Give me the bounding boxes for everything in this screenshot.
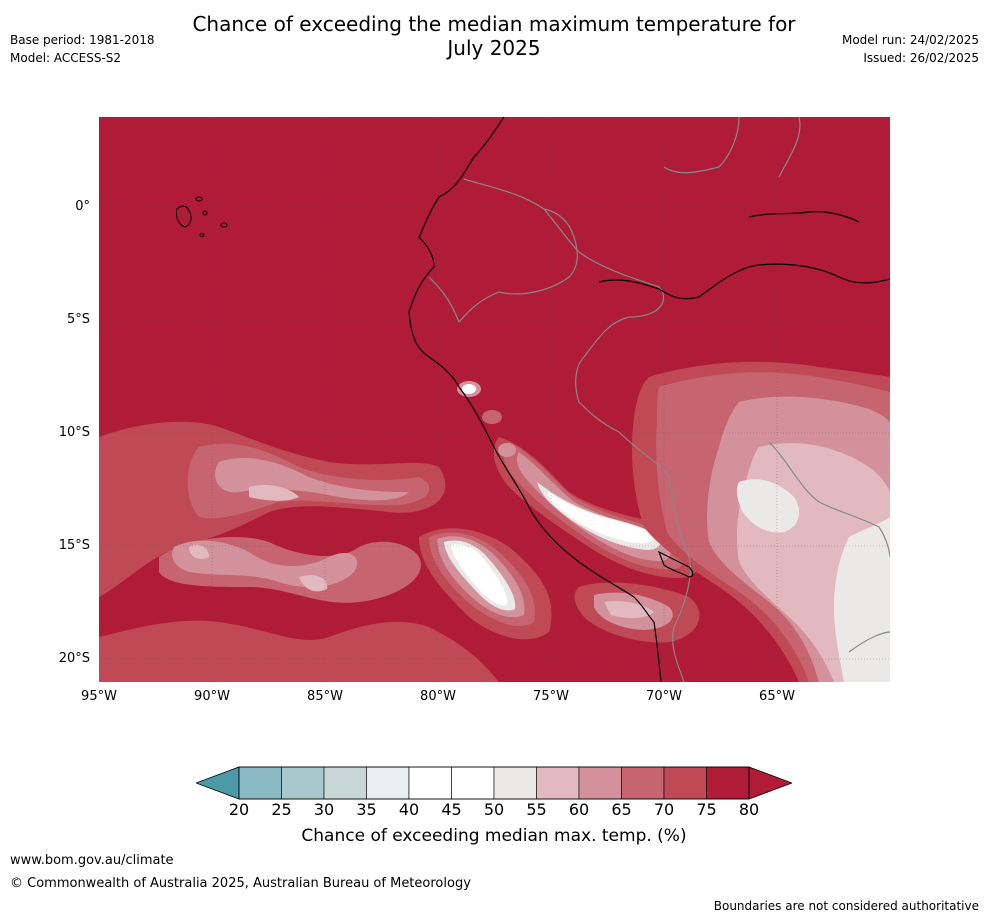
lon-label-85w: 85°W xyxy=(307,689,343,704)
colorbar-cell xyxy=(621,766,665,800)
contour-75-pacific xyxy=(99,421,446,597)
contour-60-pacific-2 xyxy=(189,545,328,592)
colorbar-over-arrow xyxy=(748,766,792,800)
contour-50-andes xyxy=(548,492,654,544)
colorbar-cell xyxy=(493,766,537,800)
colorbar-tick-label: 80 xyxy=(738,800,760,819)
footer-copyright: © Commonwealth of Australia 2025, Austra… xyxy=(10,876,471,891)
contour-55-east xyxy=(834,517,890,682)
lat-label-20s: 20°S xyxy=(58,651,90,666)
contour-65-pacific xyxy=(215,457,409,501)
colorbar-cell xyxy=(366,766,410,800)
model-name: Model: ACCESS-S2 xyxy=(10,51,122,65)
lon-label-70w: 70°W xyxy=(646,689,682,704)
colorbar-cell xyxy=(451,766,495,800)
colorbar-tick-label: 55 xyxy=(526,800,547,819)
coastline xyxy=(408,117,890,682)
lat-label-0: 0° xyxy=(75,199,90,214)
lat-label-5s: 5°S xyxy=(66,312,90,327)
model-info: Base period: 1981-2018 Model: ACCESS-S2 xyxy=(10,31,155,67)
colorbar-cell xyxy=(238,766,282,800)
footer-url[interactable]: www.bom.gov.au/climate xyxy=(10,853,174,868)
colorbar-tick-label: 75 xyxy=(696,800,717,819)
contour-75-pacific-south xyxy=(99,620,499,682)
footer-disclaimer: Boundaries are not considered authoritat… xyxy=(713,899,979,913)
spot-9s xyxy=(482,410,502,424)
graticule xyxy=(99,117,890,682)
contour-60-pacific xyxy=(249,485,299,501)
lon-label-65w: 65°W xyxy=(759,689,795,704)
colorbar-tick-label: 65 xyxy=(611,800,632,819)
colorbar-tick-label: 45 xyxy=(441,800,462,819)
chart-title: Chance of exceeding the median maximum t… xyxy=(0,12,988,60)
colorbar xyxy=(196,766,792,800)
country-borders xyxy=(428,117,890,682)
colorbar-cell xyxy=(281,766,325,800)
lon-label-75w: 75°W xyxy=(533,689,569,704)
colorbar-under-arrow xyxy=(196,766,240,800)
colorbar-cell xyxy=(663,766,707,800)
run-info: Model run: 24/02/2025 Issued: 26/02/2025 xyxy=(842,31,979,67)
title-line-1: Chance of exceeding the median maximum t… xyxy=(192,12,796,36)
colorbar-tick-label: 50 xyxy=(483,800,505,819)
contour-50-peru-coast xyxy=(451,544,508,606)
spot-8s-core xyxy=(462,384,476,394)
colorbar-tick-label: 20 xyxy=(228,800,250,819)
colorbar-tick-label: 25 xyxy=(271,800,292,819)
colorbar-tick-label: 40 xyxy=(398,800,420,819)
colorbar-cell xyxy=(323,766,367,800)
colorbar-tick-label: 60 xyxy=(568,800,590,819)
colorbar-cell xyxy=(578,766,622,800)
lat-label-15s: 15°S xyxy=(58,538,90,553)
colorbar-cell xyxy=(408,766,452,800)
probability-map xyxy=(99,117,890,682)
colorbar-tick-label: 70 xyxy=(653,800,675,819)
colorbar-tick-label: 35 xyxy=(356,800,377,819)
colorbar-tick-label: 30 xyxy=(313,800,335,819)
colorbar-cell xyxy=(706,766,750,800)
model-run-date: Model run: 24/02/2025 xyxy=(841,33,979,47)
base-period: Base period: 1981-2018 xyxy=(10,33,155,47)
spot-11s xyxy=(498,443,516,457)
lat-label-10s: 10°S xyxy=(58,425,90,440)
colorbar-label: Chance of exceeding median max. temp. (%… xyxy=(301,826,687,846)
issued-date: Issued: 26/02/2025 xyxy=(863,51,979,65)
lon-label-80w: 80°W xyxy=(420,689,456,704)
galapagos-islands xyxy=(176,196,228,237)
title-line-2: July 2025 xyxy=(447,36,541,60)
lon-label-90w: 90°W xyxy=(194,689,230,704)
colorbar-cell xyxy=(536,766,580,800)
lon-label-95w: 95°W xyxy=(81,689,117,704)
contour-55-east-2 xyxy=(736,479,800,533)
